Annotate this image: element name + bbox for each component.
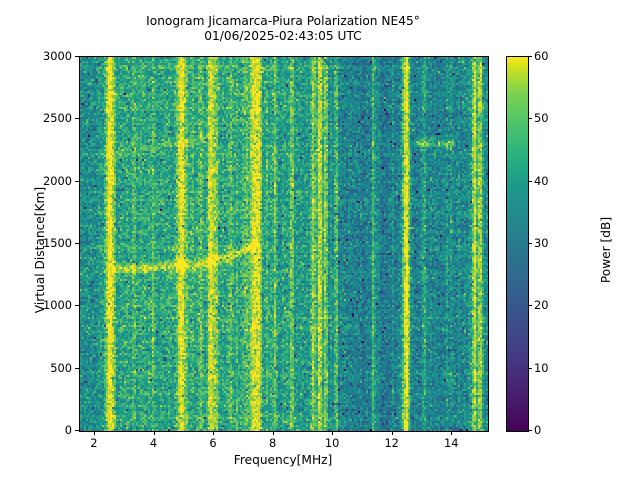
- colorbar-tick-mark: [528, 430, 532, 431]
- y-tick-label: 3000: [43, 49, 72, 63]
- colorbar-tick-label: 50: [534, 111, 549, 126]
- y-tick-mark: [75, 180, 79, 182]
- y-tick-mark: [75, 367, 79, 369]
- ionogram-plot-area: [79, 56, 489, 432]
- y-tick-label: 2000: [43, 173, 72, 188]
- colorbar-tick-label: 60: [534, 49, 549, 63]
- y-tick-label: 0: [64, 423, 72, 437]
- y-axis-label: Virtual Distance[Km]: [33, 186, 47, 314]
- colorbar-tick-label: 30: [534, 236, 549, 250]
- x-tick-label: 6: [209, 436, 217, 450]
- x-tick-mark: [93, 431, 95, 435]
- title-line-1: Ionogram Jicamarca-Piura Polarization NE…: [146, 14, 420, 28]
- x-tick-label: 8: [268, 436, 277, 450]
- colorbar-tick-label: 0: [534, 423, 542, 437]
- y-tick-mark: [75, 56, 79, 57]
- y-tick-label: 2500: [43, 111, 72, 126]
- y-tick-label: 500: [50, 360, 72, 375]
- colorbar-tick-label: 10: [534, 360, 549, 375]
- y-tick-mark: [75, 243, 79, 244]
- x-tick-mark: [391, 431, 393, 435]
- colorbar-tick-label: 40: [534, 173, 549, 188]
- page-title: Ionogram Jicamarca-Piura Polarization NE…: [0, 14, 566, 44]
- x-tick-label: 12: [384, 436, 399, 450]
- x-tick-label: 10: [324, 436, 340, 450]
- x-tick-mark: [451, 431, 453, 435]
- x-axis-label: Frequency[MHz]: [233, 453, 333, 467]
- colorbar-tick-mark: [528, 305, 532, 307]
- colorbar-tick-mark: [528, 180, 532, 182]
- y-tick-mark: [75, 118, 79, 120]
- colorbar-tick-mark: [528, 367, 532, 369]
- x-tick-label: 4: [149, 436, 158, 450]
- y-tick-label: 1500: [43, 236, 72, 250]
- x-tick-mark: [213, 431, 214, 435]
- x-tick-mark: [153, 431, 155, 435]
- colorbar: [506, 56, 529, 432]
- title-line-2: 01/06/2025-02:43:05 UTC: [204, 29, 362, 43]
- y-tick-label: 1000: [43, 298, 72, 313]
- colorbar-tick-mark: [528, 243, 532, 244]
- x-tick-mark: [332, 431, 334, 435]
- colorbar-tick-mark: [528, 118, 532, 120]
- x-tick-label: 14: [444, 436, 459, 450]
- y-tick-mark: [75, 430, 79, 431]
- colorbar-tick-mark: [528, 56, 532, 57]
- y-tick-mark: [75, 305, 79, 307]
- x-tick-mark: [272, 431, 274, 435]
- colorbar-label: Power [dB]: [599, 216, 613, 284]
- colorbar-tick-label: 20: [534, 298, 549, 313]
- x-tick-label: 2: [90, 436, 98, 450]
- ionogram-heatmap: [80, 57, 488, 431]
